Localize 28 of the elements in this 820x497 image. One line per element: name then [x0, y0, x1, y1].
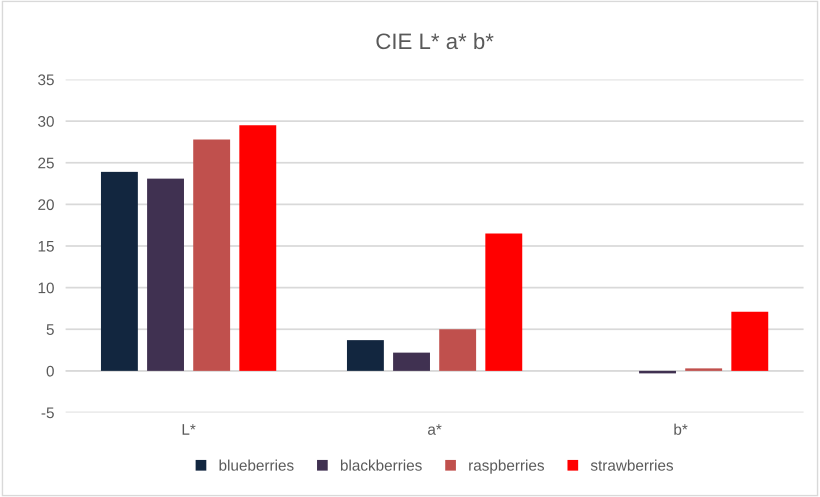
legend-label: raspberries: [469, 460, 544, 474]
chart-title: CIE L* a* b*: [376, 32, 494, 50]
y-tick-label: 25: [38, 158, 54, 168]
bar: [439, 329, 476, 371]
y-tick-label: 15: [38, 241, 54, 252]
bar: [685, 368, 722, 371]
y-tick-label: 20: [38, 199, 54, 210]
bar: [346, 340, 384, 371]
bar: [393, 352, 430, 371]
bar: [639, 370, 676, 374]
bar: [485, 234, 522, 371]
x-tick-label: b*: [674, 424, 688, 435]
legend-label: blackberries: [340, 460, 422, 471]
y-tick-label: -5: [42, 408, 54, 418]
legend-label: strawberries: [590, 460, 674, 471]
y-tick-label: 35: [38, 74, 54, 86]
y-tick-label: 30: [38, 116, 54, 127]
x-tick-label: a*: [428, 424, 442, 435]
y-tick-label: 10: [38, 282, 54, 294]
bar: [147, 178, 184, 371]
y-tick-label: 0: [46, 366, 54, 377]
bar: [193, 139, 230, 371]
x-tick-label: L*: [182, 424, 196, 435]
legend-label: blueberries: [220, 460, 294, 471]
bar: [100, 172, 138, 371]
bar: [731, 312, 768, 371]
bar: [239, 125, 276, 371]
y-tick-label: 5: [46, 324, 54, 335]
